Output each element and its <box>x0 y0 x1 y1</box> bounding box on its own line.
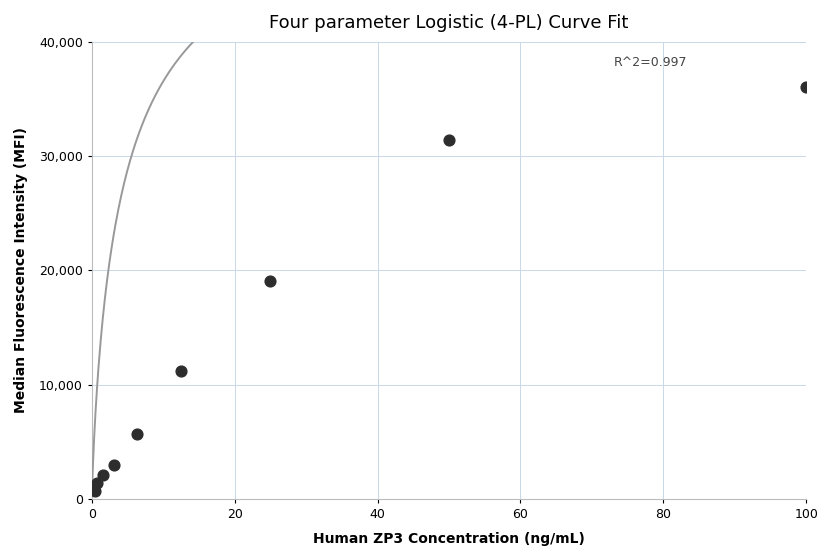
Point <box>443 136 456 144</box>
Point <box>175 366 188 375</box>
Y-axis label: Median Fluorescence Intensity (MFI): Median Fluorescence Intensity (MFI) <box>14 127 28 413</box>
Point <box>130 430 143 438</box>
Point <box>800 83 813 92</box>
Point <box>97 470 110 479</box>
Text: R^2=0.997: R^2=0.997 <box>613 56 687 69</box>
Point <box>107 460 121 469</box>
X-axis label: Human ZP3 Concentration (ng/mL): Human ZP3 Concentration (ng/mL) <box>313 532 585 546</box>
Point <box>264 276 277 285</box>
Point <box>91 478 104 487</box>
Point <box>88 487 102 496</box>
Title: Four parameter Logistic (4-PL) Curve Fit: Four parameter Logistic (4-PL) Curve Fit <box>270 14 629 32</box>
